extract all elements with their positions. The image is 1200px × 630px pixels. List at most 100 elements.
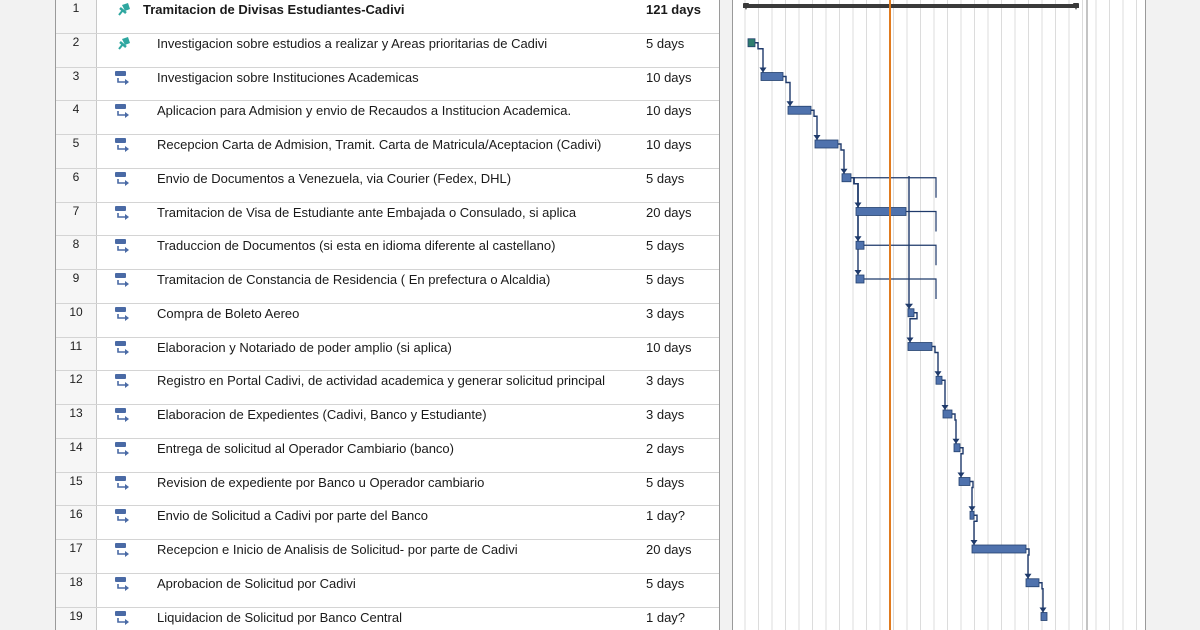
task-name[interactable]: Registro en Portal Cadivi, de actividad … bbox=[157, 373, 606, 389]
task-row[interactable]: 1 Tramitacion de Divisas Estudiantes-Cadi… bbox=[56, 0, 719, 34]
dependency-link bbox=[932, 345, 939, 377]
task-table: 1 Tramitacion de Divisas Estudiantes-Cadi… bbox=[55, 0, 720, 630]
task-row[interactable]: 16 Envio de Solicitud a Cadivi por parte … bbox=[56, 506, 719, 540]
task-id: 19 bbox=[56, 607, 97, 630]
task-row[interactable]: 12 Registro en Portal Cadivi, de activida… bbox=[56, 371, 719, 405]
task-bar bbox=[953, 443, 961, 453]
task-name[interactable]: Tramitacion de Divisas Estudiantes-Cadiv… bbox=[143, 2, 405, 17]
task-row[interactable]: 3 Investigacion sobre Instituciones Acade… bbox=[56, 67, 719, 102]
task-row[interactable]: 19 Liquidacion de Solicitud por Banco Cen… bbox=[56, 607, 719, 630]
task-duration[interactable]: 3 days bbox=[646, 373, 685, 389]
task-duration[interactable]: 5 days bbox=[646, 238, 685, 254]
dependency-arrow bbox=[1039, 607, 1047, 613]
task-id: 16 bbox=[56, 506, 97, 539]
task-name[interactable]: Tramitacion de Visa de Estudiante ante E… bbox=[157, 204, 577, 220]
task-duration[interactable]: 10 days bbox=[646, 339, 692, 355]
task-row[interactable]: 10 Compra de Boleto Aereo 3 days bbox=[56, 303, 719, 338]
task-row[interactable]: 11 Elaboracion y Notariado de poder ampli… bbox=[56, 337, 719, 372]
task-id: 10 bbox=[56, 303, 97, 337]
task-bar bbox=[907, 342, 933, 351]
task-duration[interactable]: 3 days bbox=[646, 407, 685, 422]
task-duration[interactable]: 3 days bbox=[646, 305, 685, 321]
task-name[interactable]: Investigacion sobre Instituciones Academ… bbox=[157, 69, 419, 85]
task-duration[interactable]: 5 days bbox=[646, 575, 685, 591]
task-name[interactable]: Compra de Boleto Aereo bbox=[157, 305, 300, 321]
task-name[interactable]: Envio de Documentos a Venezuela, via Cou… bbox=[157, 170, 512, 186]
auto-schedule-icon bbox=[113, 406, 133, 424]
dependency-arrow bbox=[813, 135, 821, 140]
auto-schedule-icon bbox=[113, 271, 133, 289]
task-id: 12 bbox=[56, 371, 97, 404]
auto-schedule-icon bbox=[113, 204, 133, 222]
task-name[interactable]: Traduccion de Documentos (si esta en idi… bbox=[157, 238, 556, 254]
task-bar bbox=[942, 409, 953, 419]
task-id: 4 bbox=[56, 101, 97, 134]
task-row[interactable]: 4 Aplicacion para Admision y envio de Rec… bbox=[56, 101, 719, 135]
task-duration[interactable]: 5 days bbox=[646, 170, 685, 186]
task-row[interactable]: 5 Recepcion Carta de Admision, Tramit. Ca… bbox=[56, 135, 719, 169]
dependency-link bbox=[960, 447, 964, 478]
task-name[interactable]: Revision de expediente por Banco u Opera… bbox=[157, 474, 485, 490]
task-name[interactable]: Tramitacion de Constancia de Residencia … bbox=[157, 272, 551, 287]
task-name[interactable]: Aprobacion de Solicitud por Cadivi bbox=[157, 575, 356, 591]
task-duration[interactable]: 5 days bbox=[646, 272, 685, 287]
task-duration[interactable]: 20 days bbox=[646, 204, 692, 220]
dependency-link bbox=[942, 379, 946, 410]
task-row[interactable]: 18 Aprobacion de Solicitud por Cadivi 5 da… bbox=[56, 573, 719, 608]
task-id: 14 bbox=[56, 438, 97, 472]
auto-schedule-icon bbox=[113, 507, 133, 525]
task-row[interactable]: 14 Entrega de solicitud al Operador Cambi… bbox=[56, 438, 719, 473]
task-bar bbox=[971, 544, 1027, 554]
task-name[interactable]: Recepcion Carta de Admision, Tramit. Car… bbox=[157, 137, 602, 152]
gantt-canvas bbox=[743, 0, 1137, 630]
task-duration[interactable]: 1 day? bbox=[646, 609, 686, 625]
dependency-link bbox=[851, 177, 937, 198]
task-name[interactable]: Investigacion sobre estudios a realizar … bbox=[157, 35, 548, 51]
task-bar bbox=[855, 274, 865, 284]
dependency-link bbox=[909, 312, 918, 343]
task-bar bbox=[958, 477, 971, 486]
task-name[interactable]: Envio de Solicitud a Cadivi por parte de… bbox=[157, 508, 428, 524]
dependency-link bbox=[973, 514, 978, 545]
task-duration[interactable]: 1 day? bbox=[646, 508, 686, 524]
task-name[interactable]: Elaboracion y Notariado de poder amplio … bbox=[157, 339, 452, 355]
task-row[interactable]: 7 Tramitacion de Visa de Estudiante ante … bbox=[56, 202, 719, 237]
dependency-link bbox=[864, 244, 937, 266]
task-name[interactable]: Entrega de solicitud al Operador Cambiar… bbox=[157, 440, 454, 456]
summary-bar-end bbox=[1073, 3, 1079, 10]
dependency-arrow bbox=[854, 270, 862, 275]
task-row[interactable]: 6 Envio de Documentos a Venezuela, via Co… bbox=[56, 168, 719, 203]
task-row[interactable]: 9 Tramitacion de Constancia de Residencia… bbox=[56, 270, 719, 304]
auto-schedule-icon bbox=[113, 69, 133, 87]
dependency-link bbox=[864, 278, 937, 299]
gantt-chart[interactable] bbox=[732, 0, 1146, 630]
task-duration[interactable]: 10 days bbox=[646, 137, 692, 152]
auto-schedule-icon bbox=[113, 541, 133, 559]
task-duration[interactable]: 5 days bbox=[646, 474, 685, 490]
task-row[interactable]: 8 Traduccion de Documentos (si esta en id… bbox=[56, 236, 719, 270]
task-name[interactable]: Recepcion e Inicio de Analisis de Solici… bbox=[157, 542, 518, 557]
task-duration[interactable]: 2 days bbox=[646, 440, 685, 456]
dependency-arrow bbox=[952, 438, 960, 444]
auto-schedule-icon bbox=[113, 237, 133, 255]
dependency-arrow bbox=[1024, 573, 1032, 579]
task-bar bbox=[1025, 578, 1040, 588]
dependency-link bbox=[851, 177, 859, 275]
task-row[interactable]: 13 Elaboracion de Expedientes (Cadivi, Ba… bbox=[56, 405, 719, 439]
task-duration[interactable]: 5 days bbox=[646, 35, 685, 51]
auto-schedule-icon bbox=[113, 136, 133, 154]
task-name[interactable]: Liquidacion de Solicitud por Banco Centr… bbox=[157, 609, 402, 625]
task-id: 17 bbox=[56, 540, 97, 573]
task-row[interactable]: 15 Revision de expediente por Banco u Ope… bbox=[56, 472, 719, 507]
task-duration[interactable]: 20 days bbox=[646, 542, 692, 557]
task-row[interactable]: 17 Recepcion e Inicio de Analisis de Soli… bbox=[56, 540, 719, 574]
task-duration[interactable]: 10 days bbox=[646, 103, 692, 119]
task-row[interactable]: 2 Investigacion sobre estudios a realizar… bbox=[56, 33, 719, 68]
task-name[interactable]: Aplicacion para Admision y envio de Reca… bbox=[157, 103, 572, 119]
task-name[interactable]: Elaboracion de Expedientes (Cadivi, Banc… bbox=[157, 407, 487, 422]
task-duration[interactable]: 121 days bbox=[646, 2, 701, 17]
task-id: 11 bbox=[56, 337, 97, 371]
task-duration[interactable]: 10 days bbox=[646, 69, 692, 85]
dependency-link bbox=[838, 143, 845, 174]
auto-schedule-icon bbox=[113, 575, 133, 593]
